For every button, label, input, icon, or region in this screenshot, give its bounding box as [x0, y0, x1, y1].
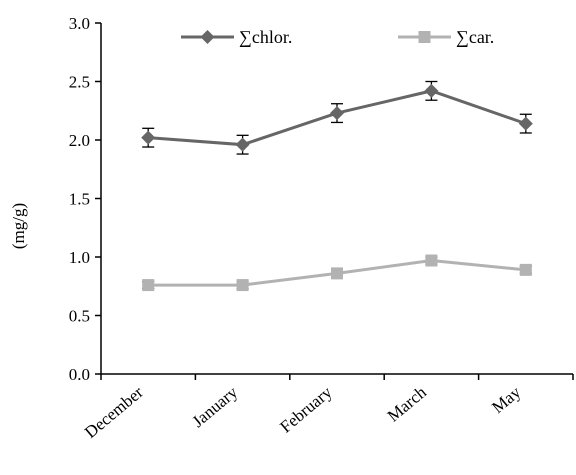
x-tick-label: May [488, 382, 524, 417]
data-point [237, 279, 249, 291]
y-tick-label: 1.5 [69, 190, 90, 209]
x-tick-label: March [384, 382, 431, 425]
series-layer [141, 82, 533, 292]
data-point [425, 255, 437, 267]
legend-label: ∑chlor. [239, 27, 292, 47]
y-tick-label: 2.0 [69, 131, 90, 150]
y-tick-label: 0.0 [69, 365, 90, 384]
y-tick-label: 3.0 [69, 14, 90, 33]
x-tick-label: January [188, 382, 241, 431]
legend: ∑chlor. ∑car. [181, 27, 494, 47]
x-axis-ticks: December January February March May [81, 374, 573, 442]
data-point [142, 279, 154, 291]
legend-item: ∑chlor. [181, 27, 292, 47]
y-tick-label: 0.5 [69, 307, 90, 326]
legend-marker [201, 30, 215, 44]
y-tick-label: 2.5 [69, 73, 90, 92]
legend-label: ∑car. [456, 27, 494, 47]
data-point [331, 267, 343, 279]
series-0 [141, 82, 533, 155]
data-point [330, 106, 344, 120]
series-1 [142, 255, 532, 292]
y-axis-label: (mg/g) [9, 203, 28, 249]
data-point [236, 138, 250, 152]
legend-marker [419, 31, 431, 43]
data-point [141, 131, 155, 145]
x-tick-label: December [81, 382, 147, 442]
data-point [520, 264, 532, 276]
x-tick-label: February [276, 382, 336, 436]
y-tick-label: 1.0 [69, 248, 90, 267]
legend-item: ∑car. [398, 27, 494, 47]
data-point [424, 84, 438, 98]
y-axis-ticks: 0.0 0.5 1.0 1.5 2.0 2.5 3.0 [69, 14, 101, 384]
data-point [519, 117, 533, 131]
